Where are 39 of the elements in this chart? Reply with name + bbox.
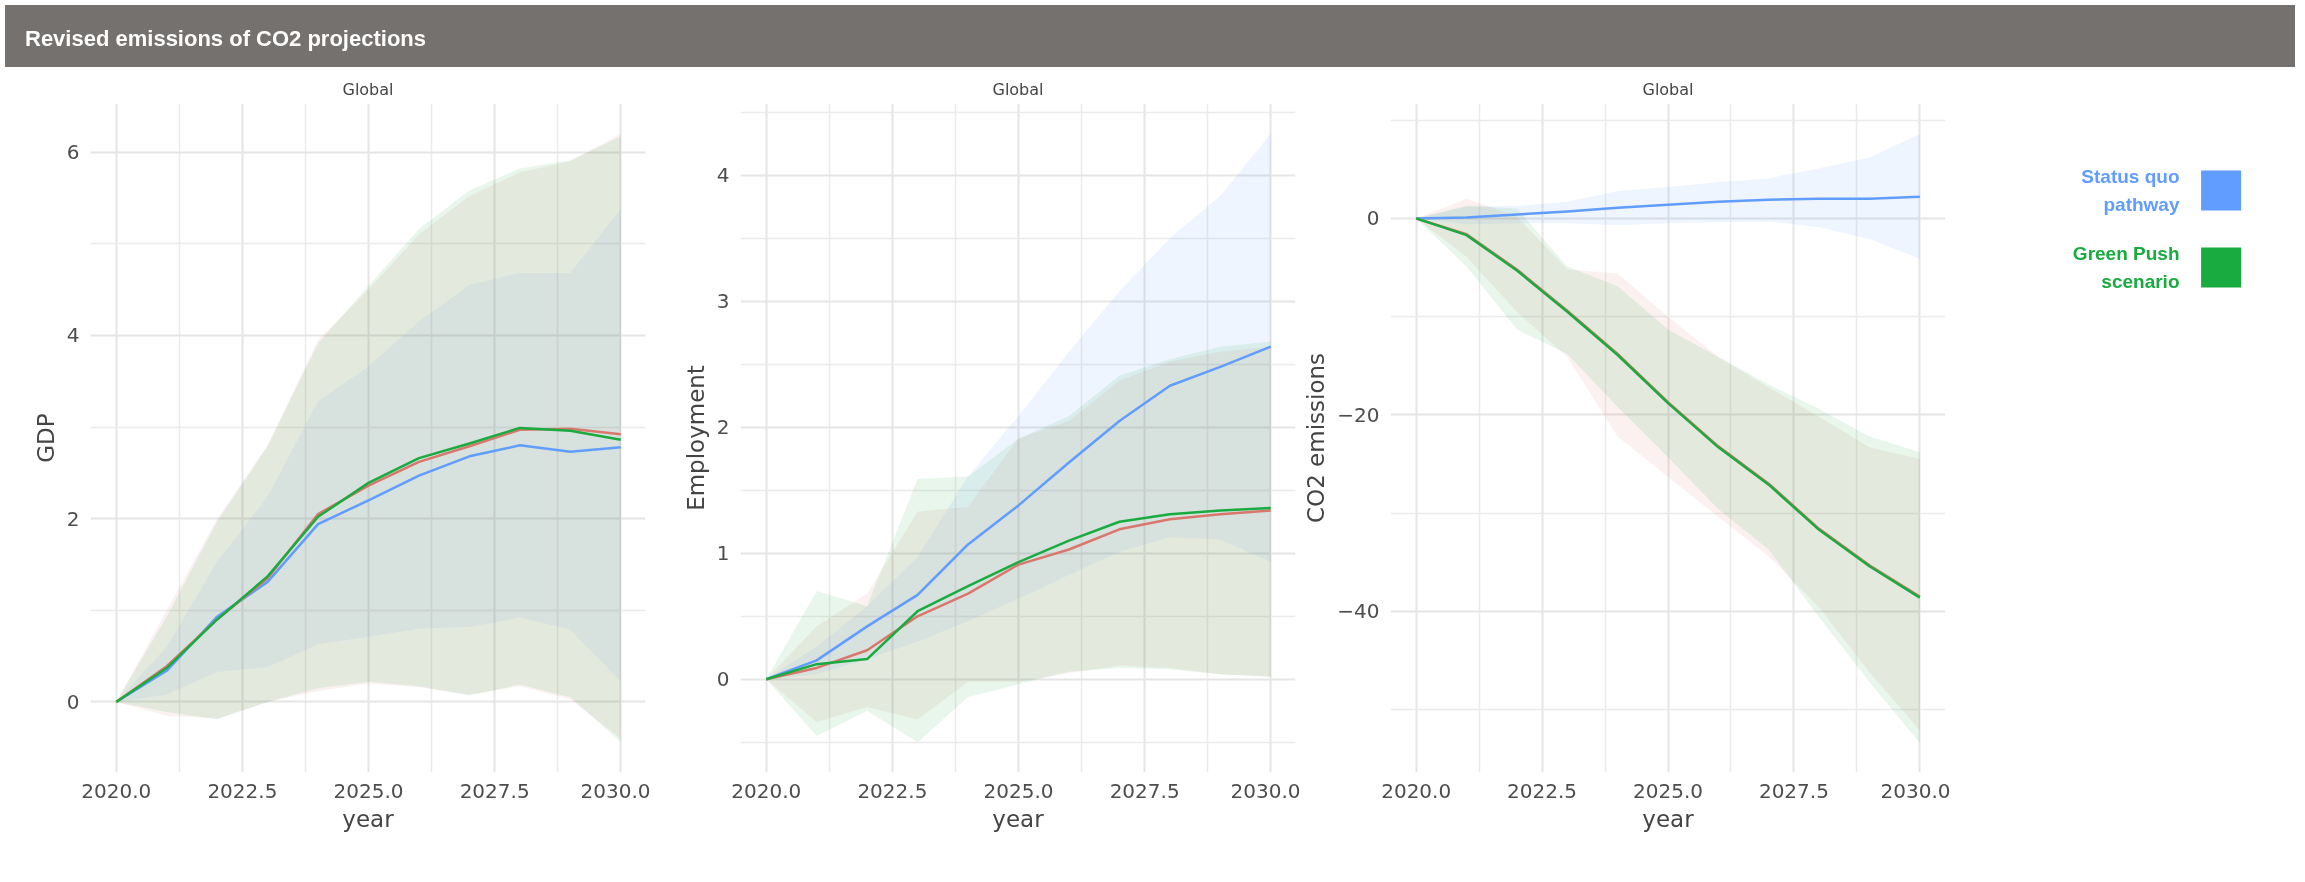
x-tick-label: 2025.0 (983, 778, 1054, 803)
legend-label: Green Push scenario (2072, 243, 2180, 292)
y-axis-title: Employment (682, 365, 709, 511)
text: Revised emissions of CO2 projections (25, 26, 427, 51)
y-axis-title: CO2 emissions (1303, 352, 1330, 524)
y-tick-label: 2 (66, 506, 80, 531)
x-axis-title: year (992, 805, 1045, 832)
y-tick-label: 2 (716, 415, 730, 440)
y-tick-label: −40 (1337, 599, 1380, 624)
y-tick-label: 3 (716, 289, 730, 314)
x-tick-label: 2027.5 (1758, 778, 1829, 803)
x-tick-label: 2022.5 (857, 778, 928, 803)
x-tick-label: 2027.5 (459, 778, 530, 803)
x-tick-label: 2020.0 (731, 778, 802, 803)
y-tick-label: 0 (66, 689, 80, 714)
x-tick-label: 2030.0 (1880, 778, 1951, 803)
x-tick-label: 2030.0 (1230, 778, 1301, 803)
x-tick-label: 2022.5 (207, 778, 278, 803)
chart-title: Global (1642, 79, 1694, 99)
y-tick-label: 4 (716, 163, 730, 188)
x-axis-title: year (1642, 805, 1695, 832)
chart-title: Global (992, 79, 1044, 99)
x-axis-title: year (342, 805, 395, 832)
y-tick-label: 6 (66, 140, 80, 165)
chart-title: Global (342, 79, 394, 99)
legend-label: Status quo pathway (2081, 166, 2180, 215)
x-tick-label: 2025.0 (333, 778, 404, 803)
x-tick-label: 2025.0 (1633, 778, 1703, 803)
x-tick-label: 2027.5 (1109, 778, 1180, 803)
x-tick-label: 2020.0 (1381, 778, 1452, 803)
x-tick-label: 2030.0 (580, 778, 651, 803)
y-axis-title: GDP (32, 413, 59, 463)
x-tick-label: 2020.0 (81, 778, 152, 803)
y-tick-label: 0 (716, 667, 730, 692)
y-tick-label: 4 (66, 323, 80, 348)
x-tick-label: 2022.5 (1507, 778, 1578, 803)
y-tick-label: 1 (716, 541, 730, 566)
y-tick-label: 0 (1366, 206, 1380, 231)
y-tick-label: −20 (1337, 402, 1380, 427)
